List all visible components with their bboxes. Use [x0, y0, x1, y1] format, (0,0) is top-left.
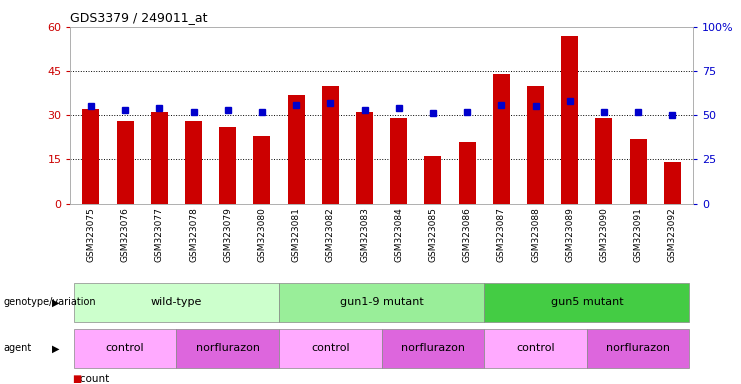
Text: control: control — [106, 343, 144, 354]
Bar — [74, 329, 176, 368]
Bar — [382, 329, 484, 368]
Bar — [279, 329, 382, 368]
Bar — [322, 86, 339, 204]
Bar — [288, 94, 305, 204]
Bar — [484, 329, 587, 368]
Text: GSM323079: GSM323079 — [223, 207, 232, 262]
Bar — [74, 283, 279, 322]
Text: GSM323089: GSM323089 — [565, 207, 574, 262]
Text: gun1-9 mutant: gun1-9 mutant — [339, 297, 424, 308]
Bar — [664, 162, 681, 204]
Text: control: control — [516, 343, 555, 354]
Text: GSM323092: GSM323092 — [668, 207, 677, 262]
Bar — [630, 139, 647, 204]
Text: gun5 mutant: gun5 mutant — [551, 297, 623, 308]
Bar — [493, 74, 510, 204]
Bar — [219, 127, 236, 204]
Text: GSM323082: GSM323082 — [326, 207, 335, 262]
Text: GSM323088: GSM323088 — [531, 207, 540, 262]
Text: GSM323081: GSM323081 — [292, 207, 301, 262]
Text: GSM323090: GSM323090 — [599, 207, 608, 262]
Bar — [527, 86, 544, 204]
Text: ▶: ▶ — [52, 297, 59, 308]
Bar — [150, 112, 168, 204]
Text: agent: agent — [4, 343, 32, 354]
Bar — [561, 36, 578, 204]
Bar — [391, 118, 408, 204]
Bar — [459, 142, 476, 204]
Text: GSM323077: GSM323077 — [155, 207, 164, 262]
Text: norflurazon: norflurazon — [606, 343, 670, 354]
Text: GSM323076: GSM323076 — [121, 207, 130, 262]
Bar — [595, 118, 613, 204]
Bar — [356, 112, 373, 204]
Text: ■: ■ — [72, 374, 81, 384]
Bar — [185, 121, 202, 204]
Text: GSM323086: GSM323086 — [462, 207, 471, 262]
Bar — [279, 283, 484, 322]
Text: GSM323085: GSM323085 — [428, 207, 437, 262]
Text: GSM323091: GSM323091 — [634, 207, 642, 262]
Text: norflurazon: norflurazon — [196, 343, 259, 354]
Text: wild-type: wild-type — [150, 297, 202, 308]
Text: GSM323078: GSM323078 — [189, 207, 198, 262]
Bar — [587, 329, 689, 368]
Bar — [116, 121, 133, 204]
Bar — [253, 136, 270, 204]
Text: GSM323087: GSM323087 — [496, 207, 506, 262]
Text: norflurazon: norflurazon — [401, 343, 465, 354]
Text: control: control — [311, 343, 350, 354]
Text: ▶: ▶ — [52, 343, 59, 354]
Bar — [425, 156, 442, 204]
Bar — [484, 283, 689, 322]
Text: genotype/variation: genotype/variation — [4, 297, 96, 308]
Bar — [82, 109, 99, 204]
Text: GSM323083: GSM323083 — [360, 207, 369, 262]
Text: GSM323075: GSM323075 — [87, 207, 96, 262]
Text: GSM323084: GSM323084 — [394, 207, 403, 262]
Text: count: count — [70, 374, 110, 384]
Text: GDS3379 / 249011_at: GDS3379 / 249011_at — [70, 11, 208, 24]
Bar — [176, 329, 279, 368]
Text: GSM323080: GSM323080 — [257, 207, 267, 262]
